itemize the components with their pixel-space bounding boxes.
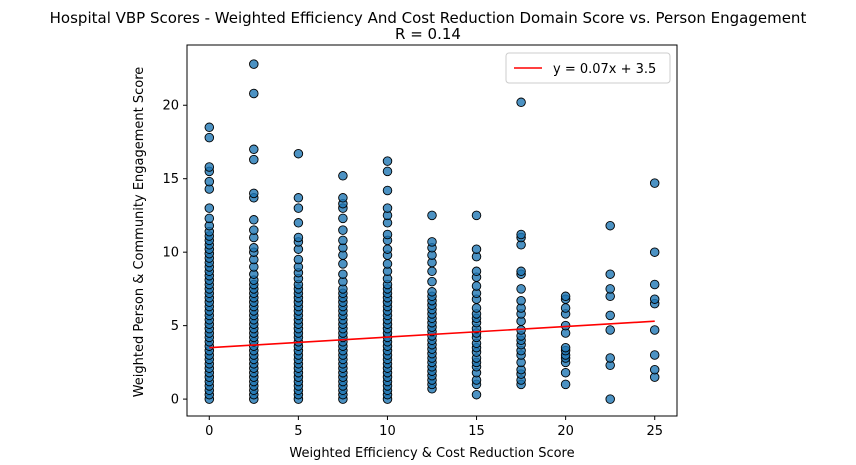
data-point <box>649 279 660 290</box>
data-point <box>649 178 660 188</box>
data-point <box>427 237 437 247</box>
data-point <box>516 295 526 306</box>
legend: y = 0.07x + 3.5 <box>505 52 671 84</box>
data-point <box>382 259 393 269</box>
data-point <box>605 353 615 363</box>
data-point <box>249 215 259 225</box>
data-point <box>338 193 348 203</box>
data-point <box>427 210 437 221</box>
x-tick-label: 5 <box>294 424 302 439</box>
data-point <box>293 218 304 228</box>
data-point <box>249 188 259 199</box>
y-tick-label: 5 <box>171 319 179 334</box>
data-point <box>560 303 571 313</box>
data-point <box>471 244 482 254</box>
data-point <box>382 203 393 213</box>
regression-line <box>209 320 655 349</box>
data-point <box>204 122 215 133</box>
data-point <box>249 225 259 235</box>
data-point <box>427 287 437 297</box>
data-point <box>605 310 615 321</box>
data-point <box>338 269 348 279</box>
data-point <box>427 266 437 277</box>
y-tick-label: 0 <box>171 393 179 408</box>
data-point <box>249 59 259 69</box>
x-tick-label: 10 <box>379 424 396 439</box>
data-point <box>382 156 393 166</box>
data-point <box>338 171 348 181</box>
data-point <box>204 132 215 143</box>
data-point <box>471 303 482 313</box>
data-point <box>249 243 259 253</box>
fit-line-layer <box>209 320 655 349</box>
x-tick-label: 20 <box>557 424 574 439</box>
data-point <box>605 284 615 294</box>
plot-frame <box>186 44 678 417</box>
data-point <box>649 294 660 304</box>
data-point <box>204 176 215 187</box>
x-tick-label: 25 <box>646 424 663 439</box>
y-axis-label: Weighted Person & Community Engagement S… <box>132 67 147 398</box>
data-point <box>293 148 304 159</box>
legend-frame <box>505 52 671 84</box>
data-point <box>338 235 348 246</box>
data-point <box>605 394 615 404</box>
data-point <box>382 229 393 240</box>
data-point <box>516 266 526 277</box>
data-point <box>293 203 304 213</box>
data-point <box>471 210 482 221</box>
y-tick-label: 10 <box>162 246 179 261</box>
data-point <box>649 350 660 360</box>
ticks-layer: 0 5 10 15 20 25 0 5 10 15 20 <box>162 99 663 439</box>
data-point <box>427 276 437 287</box>
x-axis-label: Weighted Efficiency & Cost Reduction Sco… <box>289 446 574 461</box>
data-point <box>649 325 660 335</box>
data-point <box>516 229 526 240</box>
legend-label-fit-line: y = 0.07x + 3.5 <box>553 62 656 77</box>
data-point <box>560 379 571 390</box>
data-point <box>249 88 259 99</box>
data-point <box>560 291 571 302</box>
data-point <box>338 259 348 269</box>
data-point <box>293 232 304 243</box>
chart-title: Hospital VBP Scores - Weighted Efficienc… <box>50 9 807 27</box>
data-point <box>560 367 571 378</box>
data-point <box>338 225 348 235</box>
data-point <box>605 269 615 279</box>
data-point <box>516 97 526 108</box>
data-point <box>293 193 304 203</box>
y-tick-label: 15 <box>162 172 179 187</box>
data-point <box>649 247 660 257</box>
y-tick-label: 20 <box>162 99 179 114</box>
points-layer <box>204 59 660 404</box>
data-point <box>204 213 215 224</box>
data-point <box>204 203 215 213</box>
x-tick-label: 15 <box>468 424 485 439</box>
data-point <box>382 166 393 177</box>
data-point <box>516 284 526 294</box>
data-point <box>471 266 482 277</box>
data-point <box>249 154 259 165</box>
data-point <box>382 185 393 196</box>
data-point <box>204 162 215 172</box>
data-point <box>560 342 571 353</box>
data-point <box>649 364 660 375</box>
data-point <box>471 281 482 291</box>
data-point <box>605 220 615 231</box>
data-point <box>605 325 615 335</box>
data-point <box>471 389 482 400</box>
data-point <box>293 254 304 265</box>
data-point <box>249 144 259 155</box>
data-point <box>338 213 348 224</box>
data-point <box>382 244 393 254</box>
chart-subtitle: R = 0.14 <box>395 25 461 43</box>
x-tick-label: 0 <box>205 424 213 439</box>
